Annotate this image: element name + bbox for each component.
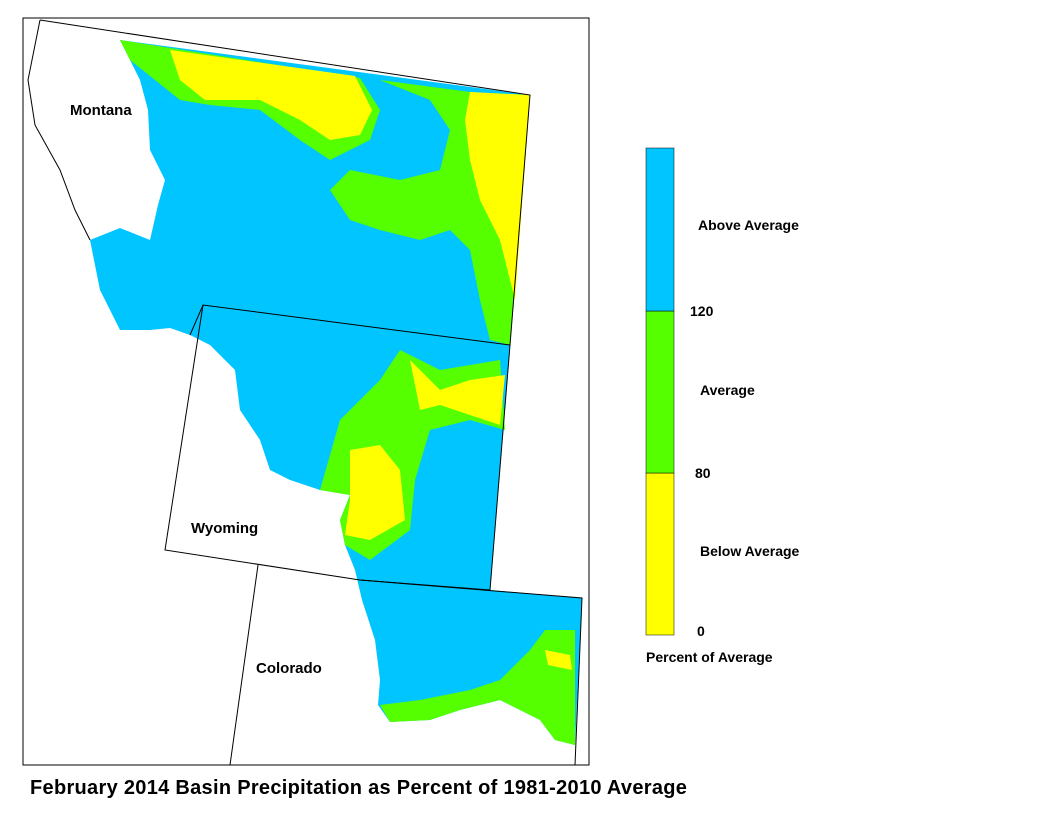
legend-break: 120 [690, 303, 714, 319]
basin-area [545, 650, 572, 670]
basin-area [410, 360, 505, 425]
legend-swatch [645, 147, 675, 312]
state-label: Wyoming [191, 520, 258, 537]
legend-break: 80 [695, 465, 711, 481]
state-label: Montana [70, 102, 132, 119]
legend-swatch [645, 310, 675, 474]
legend-label: Above Average [698, 217, 799, 233]
legend-title: Percent of Average [646, 649, 773, 665]
legend-label: Average [700, 382, 755, 398]
state-label: Colorado [256, 660, 322, 677]
basin-area [465, 92, 530, 300]
basin-area [380, 630, 575, 745]
basin-area [345, 445, 405, 540]
legend-swatch [645, 472, 675, 636]
legend-label: Below Average [700, 543, 800, 559]
basin-area [170, 50, 372, 140]
caption: February 2014 Basin Precipitation as Per… [30, 777, 687, 799]
legend: Below Average Average Above Average 0 80 120 P… [645, 147, 800, 665]
legend-break: 0 [697, 623, 705, 639]
basin-fill [90, 40, 582, 745]
state-borders [27, 19, 583, 766]
